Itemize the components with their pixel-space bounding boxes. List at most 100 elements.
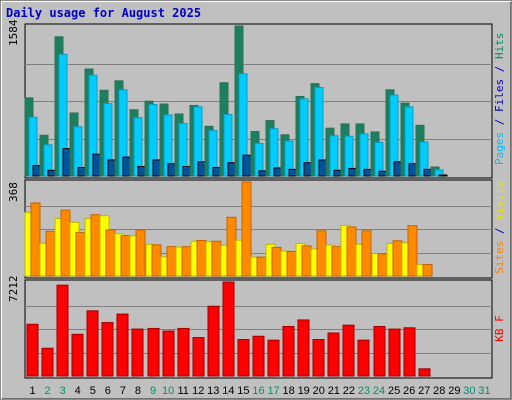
bar-sites-day-2	[45, 230, 56, 277]
bar-kb-f-day-12	[192, 337, 205, 377]
x-tick-label-day-23: 23	[358, 385, 370, 397]
bar-kb-f-day-15	[237, 339, 250, 377]
bar-sites-day-24	[377, 253, 388, 277]
axis-label-segment-hits-files-pages-2: Files	[493, 79, 506, 112]
x-tick-label-day-10: 10	[162, 385, 174, 397]
bar-kb-f-day-1	[26, 323, 39, 377]
x-tick-label-day-28: 28	[433, 385, 445, 397]
bar-kb-f-day-10	[162, 330, 175, 377]
bar-sites-day-3	[60, 209, 71, 277]
bar-sites-day-6	[105, 229, 116, 277]
bar-kb-f-day-2	[41, 347, 54, 377]
bar-sites-day-20	[316, 230, 327, 277]
axis-label-segment-visits-sites-1: /	[493, 221, 506, 241]
bar-kb-f-day-25	[388, 328, 401, 377]
x-tick-label-day-24: 24	[373, 385, 385, 397]
bar-sites-day-13	[211, 240, 222, 277]
ymax-label-visits-sites: 368	[7, 182, 20, 202]
x-tick-label-day-4: 4	[75, 385, 81, 397]
axis-label-visits-sites: Sites / Visits	[493, 181, 506, 274]
bar-kb-f-day-24	[373, 325, 386, 377]
bar-sites-day-27	[422, 264, 433, 277]
chart-title: Daily usage for August 2025	[6, 6, 202, 20]
bar-sites-day-9	[151, 244, 162, 277]
axis-label-segment-hits-files-pages-0: Pages	[493, 132, 506, 165]
axis-label-segment-hits-files-pages-4: Hits	[493, 33, 506, 60]
x-tick-label-day-31: 31	[478, 385, 490, 397]
x-tick-label-day-14: 14	[222, 385, 234, 397]
x-tick-label-day-7: 7	[120, 385, 126, 397]
bar-kb-f-day-6	[101, 322, 114, 377]
bar-kb-f-day-5	[86, 310, 99, 377]
x-tick-label-day-26: 26	[403, 385, 415, 397]
bar-kb-f-day-8	[131, 328, 144, 377]
bar-kb-f-day-26	[403, 327, 416, 377]
bar-kb-f-day-13	[207, 305, 220, 377]
x-tick-label-day-17: 17	[267, 385, 279, 397]
x-tick-label-day-30: 30	[463, 385, 475, 397]
bar-sites-day-1	[30, 202, 41, 277]
bar-kb-f-day-23	[357, 339, 370, 377]
bar-sites-day-14	[226, 216, 237, 277]
axis-label-segment-kbytes-0: KB F	[493, 315, 506, 342]
x-tick-label-day-12: 12	[192, 385, 204, 397]
x-tick-label-day-3: 3	[60, 385, 66, 397]
x-tick-label-day-1: 1	[29, 385, 35, 397]
axis-label-hits-files-pages: Pages / Files / Hits	[493, 33, 506, 166]
x-tick-label-day-11: 11	[177, 385, 188, 397]
bar-kb-f-day-9	[147, 327, 160, 377]
bar-sites-day-8	[135, 229, 146, 277]
bar-kb-f-day-3	[56, 284, 69, 377]
bar-sites-day-22	[346, 226, 357, 277]
x-tick-label-day-13: 13	[207, 385, 219, 397]
bar-sites-day-26	[407, 225, 418, 277]
x-tick-label-day-2: 2	[45, 385, 51, 397]
bar-kb-f-day-27	[418, 368, 431, 377]
bar-sites-day-15	[241, 181, 252, 277]
axis-label-segment-visits-sites-0: Sites	[493, 241, 506, 274]
bar-sites-day-5	[90, 214, 101, 277]
bar-sites-day-12	[196, 239, 207, 277]
x-tick-label-day-21: 21	[328, 385, 340, 397]
axis-label-segment-visits-sites-2: Visits	[493, 181, 506, 221]
x-tick-label-day-19: 19	[298, 385, 310, 397]
x-tick-label-day-29: 29	[448, 385, 460, 397]
bar-sites-day-16	[256, 256, 267, 277]
bar-kb-f-day-17	[267, 339, 280, 377]
bar-kb-f-day-11	[177, 327, 190, 377]
bar-kb-f-day-20	[312, 339, 325, 377]
ymax-label-hits-files-pages: 1584	[7, 19, 20, 46]
bar-sites-day-21	[331, 246, 342, 277]
x-tick-label-day-6: 6	[105, 385, 111, 397]
bar-sites-day-7	[120, 235, 131, 277]
bar-sites-day-11	[181, 246, 192, 277]
x-tick-label-day-25: 25	[388, 385, 400, 397]
x-tick-label-day-16: 16	[252, 385, 264, 397]
x-tick-label-day-15: 15	[237, 385, 249, 397]
x-tick-label-day-5: 5	[90, 385, 96, 397]
bar-kb-f-day-19	[297, 319, 310, 377]
bar-sites-day-23	[361, 230, 372, 277]
x-tick-label-day-18: 18	[283, 385, 295, 397]
bar-sites-day-19	[301, 245, 312, 277]
bar-kb-f-day-18	[282, 325, 295, 377]
x-tick-label-day-27: 27	[418, 385, 430, 397]
bar-kb-f-day-16	[252, 335, 265, 377]
bar-pages-day-28	[438, 174, 448, 177]
axis-label-segment-hits-files-pages-1: /	[493, 112, 506, 132]
bar-sites-day-17	[271, 246, 282, 277]
bar-pages-day-15	[242, 154, 252, 177]
bar-kb-f-day-4	[71, 333, 84, 377]
ymax-label-kbytes: 7212	[7, 276, 20, 303]
axis-label-segment-hits-files-pages-3: /	[493, 59, 506, 79]
x-tick-label-day-9: 9	[150, 385, 156, 397]
x-tick-label-day-22: 22	[343, 385, 355, 397]
x-tick-label-day-20: 20	[313, 385, 325, 397]
axis-label-kbytes: KB F	[493, 315, 506, 342]
bar-sites-day-10	[166, 246, 177, 277]
bar-sites-day-25	[392, 240, 403, 277]
bar-sites-day-4	[75, 232, 86, 277]
bar-kb-f-day-7	[116, 313, 129, 377]
bar-kb-f-day-22	[342, 324, 355, 377]
